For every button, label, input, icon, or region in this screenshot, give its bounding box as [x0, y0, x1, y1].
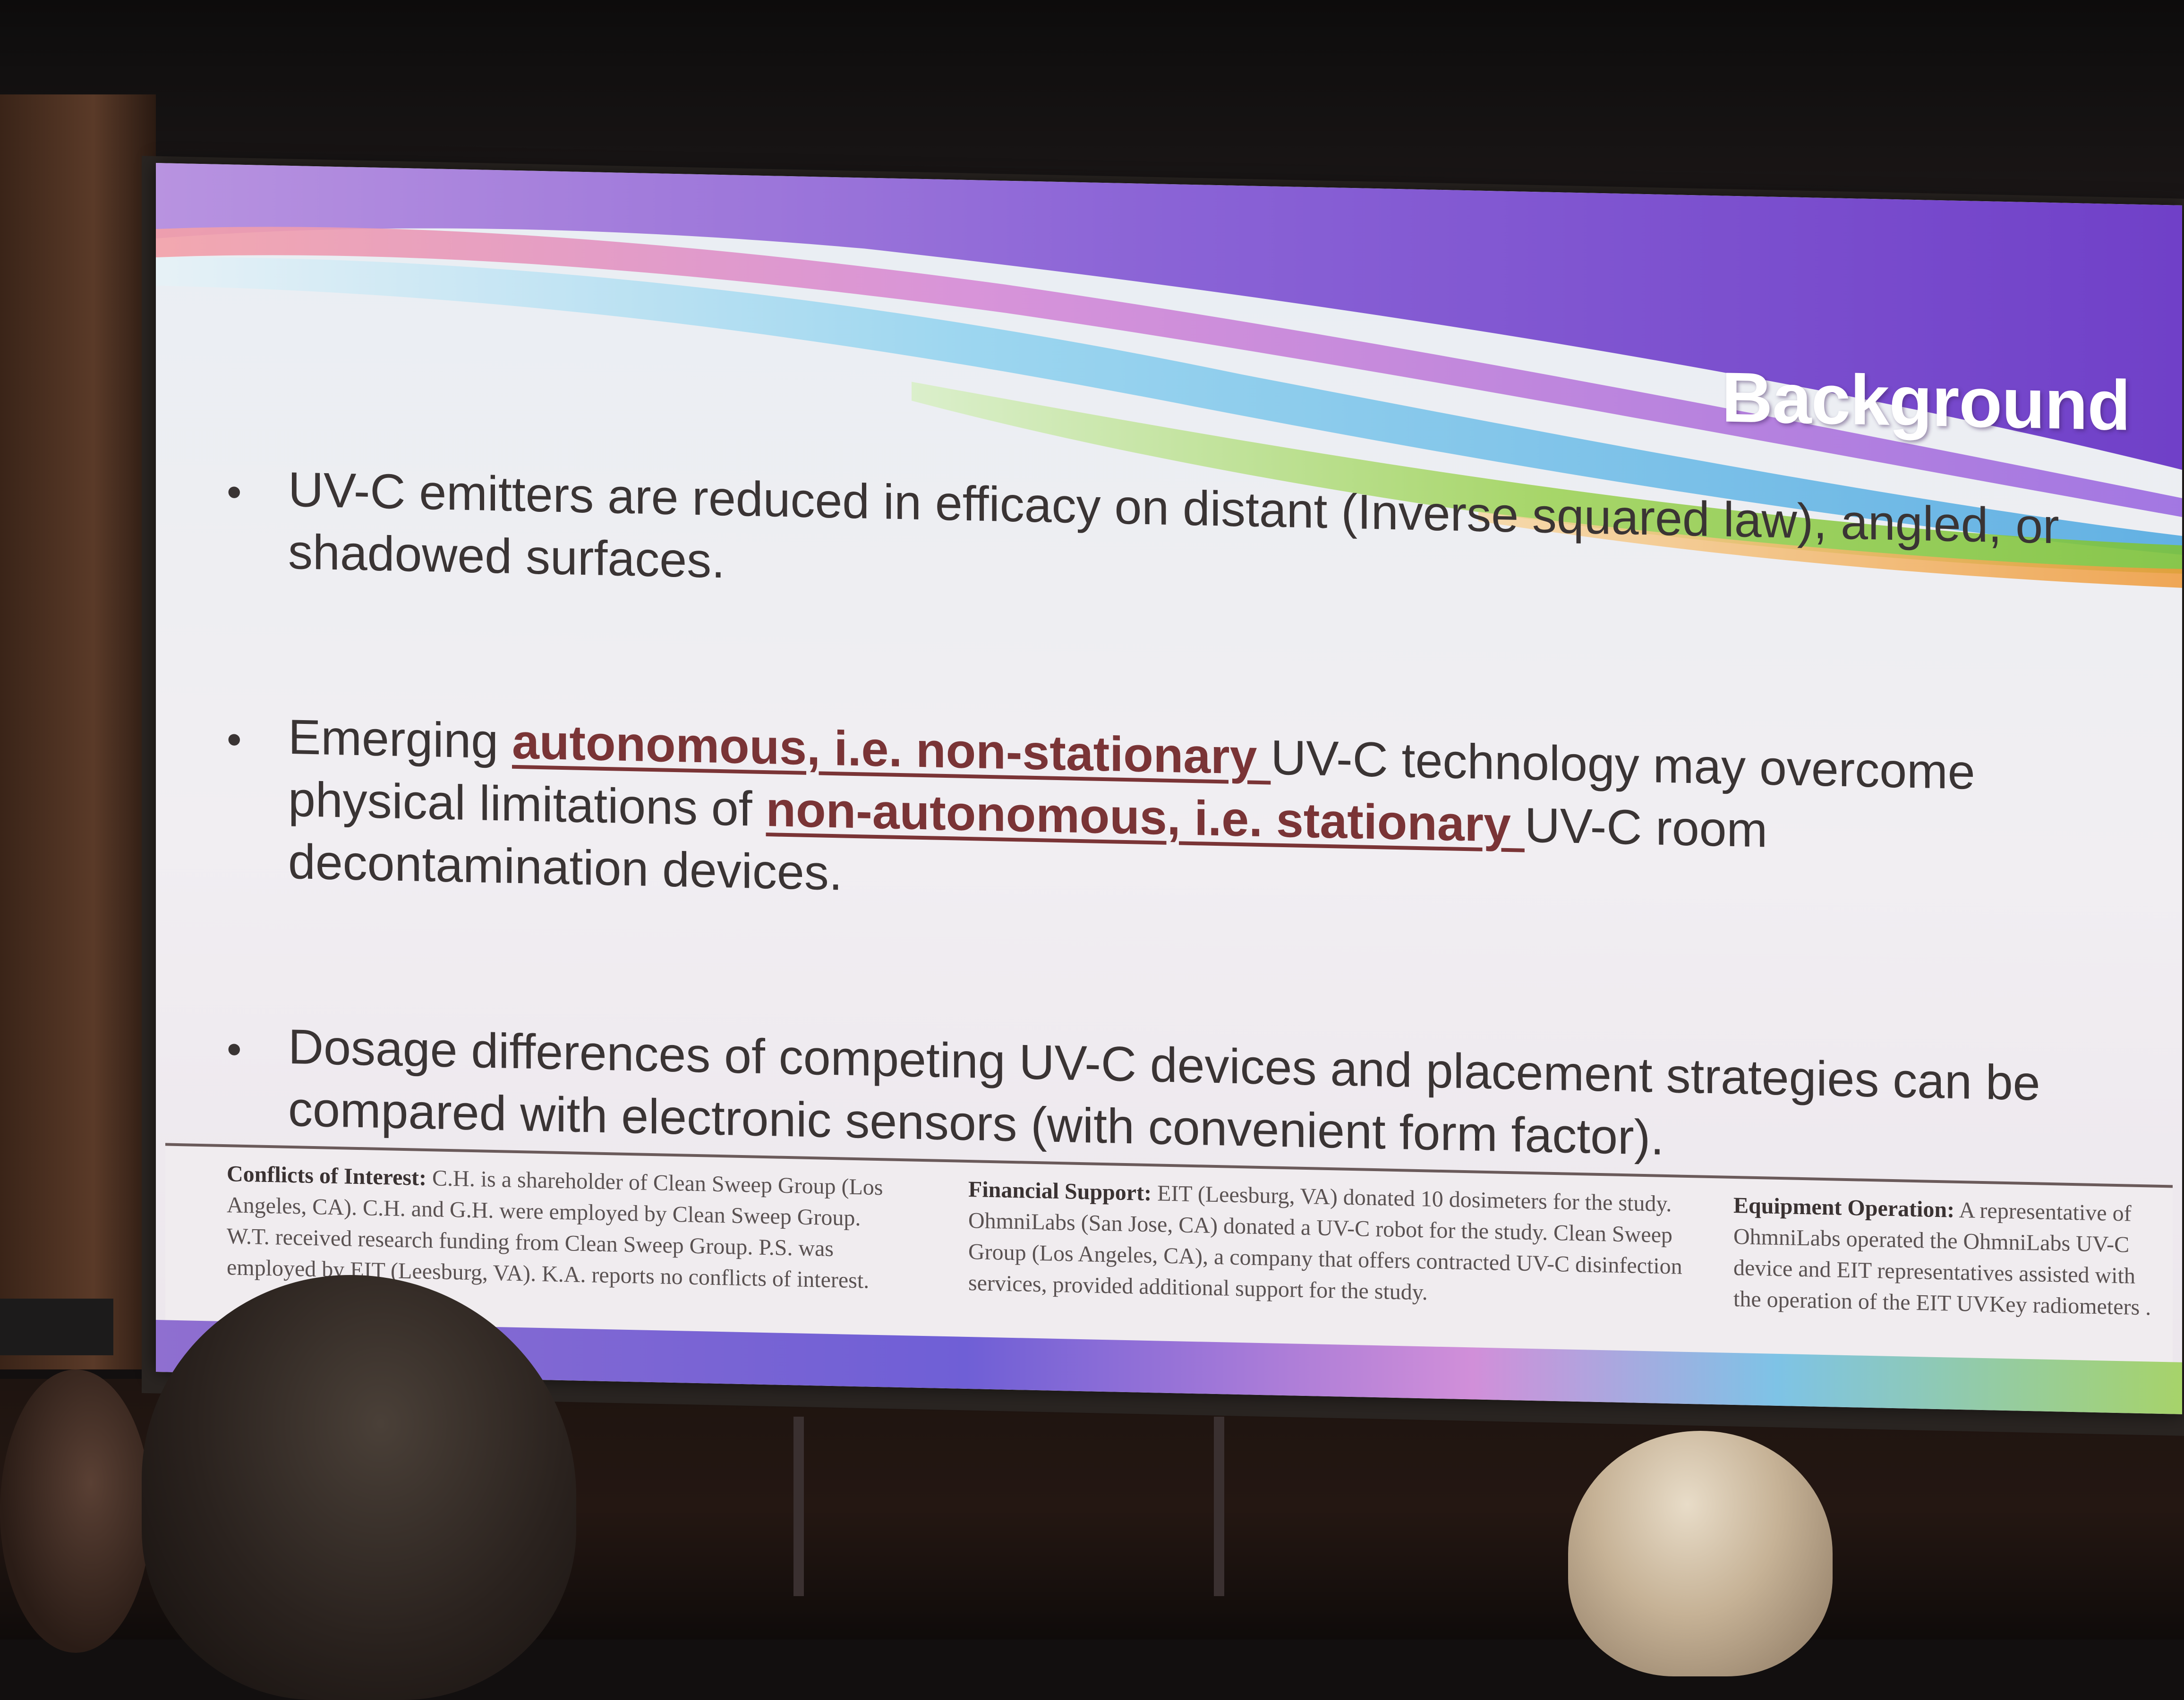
slide-header-wave	[156, 163, 2182, 588]
bullet-dot-icon: •	[227, 716, 242, 764]
audience-head-far-left	[0, 1369, 151, 1653]
room-wall-left	[0, 94, 156, 1369]
bullet-emphasis: non-autonomous, i.e. stationary	[766, 782, 1525, 853]
audience-head-right	[1568, 1431, 1833, 1676]
bullet-emphasis: autonomous, i.e. non-stationary	[512, 714, 1271, 785]
bullet-dot-icon: •	[227, 468, 242, 516]
audience-head-left	[142, 1275, 576, 1700]
footer-financial-support: Financial Support: EIT (Leesburg, VA) do…	[968, 1174, 1691, 1314]
footer-heading: Equipment Operation:	[1733, 1192, 1955, 1223]
projected-slide: Background • UV-C emitters are reduced i…	[156, 163, 2182, 1414]
bullet-text: Dosage differences of competing UV-C dev…	[288, 1019, 2040, 1165]
stage-stand-left	[793, 1417, 804, 1596]
bullet-item: • Emerging autonomous, i.e. non-stationa…	[213, 705, 2102, 931]
footer-heading: Financial Support:	[968, 1177, 1152, 1206]
slide-title: Background	[1721, 357, 2130, 445]
podium-corner	[0, 1299, 113, 1355]
footer-equipment-operation: Equipment Operation: A representative of…	[1733, 1190, 2168, 1324]
bullet-dot-icon: •	[227, 1026, 242, 1073]
stage-stand-center	[1214, 1417, 1224, 1596]
footer-heading: Conflicts of Interest:	[227, 1161, 427, 1191]
bullet-text: Emerging	[288, 709, 512, 769]
